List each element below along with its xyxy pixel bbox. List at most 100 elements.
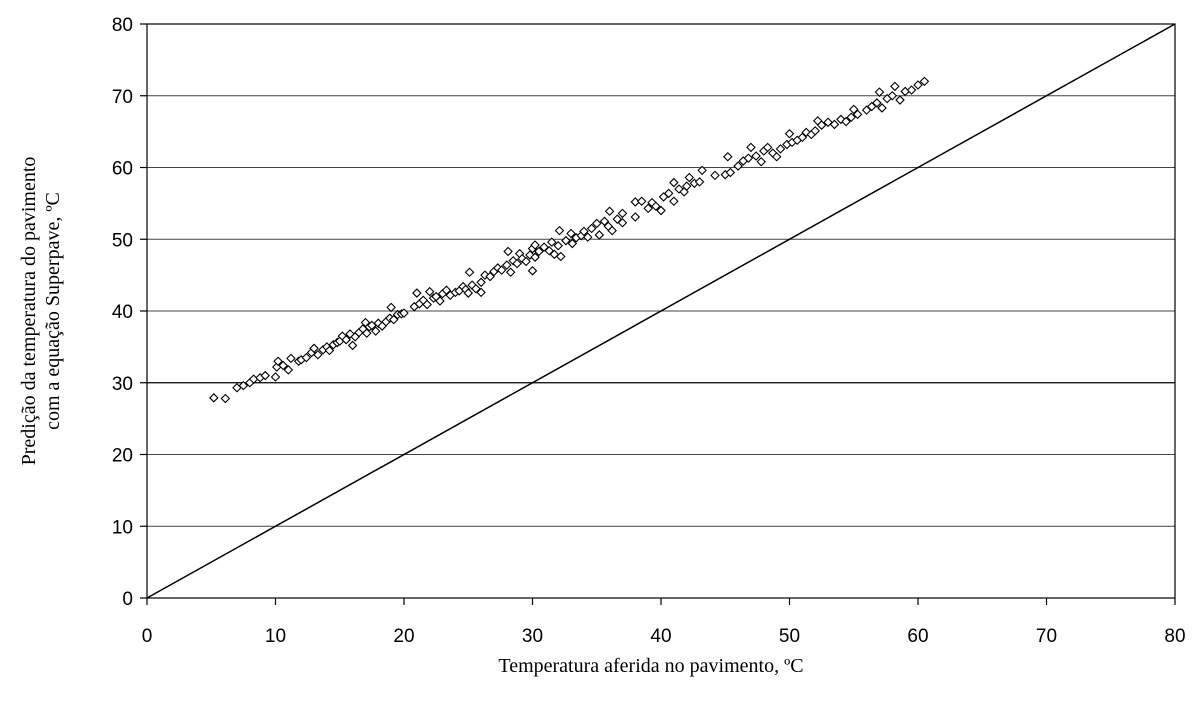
data-point-3 bbox=[238, 380, 249, 391]
y-tick-label-2: 20 bbox=[112, 446, 133, 467]
gridlines bbox=[147, 95, 1175, 527]
data-point-121 bbox=[669, 177, 679, 188]
data-point-102 bbox=[586, 223, 597, 234]
data-point-8 bbox=[270, 372, 281, 382]
data-point-101 bbox=[582, 232, 593, 242]
data-point-81 bbox=[521, 256, 531, 267]
data-point-152 bbox=[810, 126, 820, 136]
data-point-122 bbox=[669, 196, 679, 207]
data-point-170 bbox=[895, 95, 905, 105]
x-tick-label-3: 30 bbox=[522, 626, 543, 647]
data-point-154 bbox=[816, 120, 827, 130]
data-point-133 bbox=[725, 167, 736, 178]
data-point-144 bbox=[775, 144, 786, 154]
data-point-0 bbox=[209, 393, 219, 403]
data-point-159 bbox=[846, 112, 856, 123]
data-point-92 bbox=[553, 240, 563, 251]
data-point-94 bbox=[555, 251, 566, 262]
data-point-105 bbox=[599, 216, 610, 227]
data-point-18 bbox=[309, 343, 319, 354]
data-point-34 bbox=[361, 328, 372, 339]
data-point-55 bbox=[435, 296, 445, 306]
data-point-57 bbox=[441, 285, 452, 295]
reference-line-group bbox=[146, 23, 1176, 599]
data-point-43 bbox=[388, 314, 399, 325]
data-point-166 bbox=[877, 103, 887, 113]
data-point-126 bbox=[684, 172, 695, 183]
data-point-114 bbox=[636, 196, 647, 207]
data-point-11 bbox=[278, 360, 288, 371]
x-tick-label-7: 70 bbox=[1036, 626, 1057, 647]
data-point-63 bbox=[463, 288, 474, 298]
data-point-75 bbox=[503, 246, 513, 257]
data-point-27 bbox=[341, 334, 351, 345]
data-point-168 bbox=[887, 90, 898, 101]
y-axis-title-line-0: Predição da temperatura do pavimento bbox=[18, 157, 40, 466]
data-point-93 bbox=[554, 225, 565, 236]
data-point-19 bbox=[313, 349, 323, 360]
data-point-139 bbox=[756, 156, 767, 167]
data-point-13 bbox=[286, 353, 296, 364]
data-point-120 bbox=[663, 188, 674, 199]
data-points bbox=[209, 76, 930, 404]
y-tick-label-3: 30 bbox=[112, 374, 133, 395]
data-point-112 bbox=[630, 212, 641, 222]
data-point-96 bbox=[566, 228, 576, 239]
data-point-76 bbox=[505, 267, 516, 278]
data-point-125 bbox=[681, 181, 692, 191]
x-tick-label-4: 40 bbox=[650, 626, 671, 647]
data-point-29 bbox=[347, 340, 358, 351]
data-point-90 bbox=[546, 237, 557, 247]
data-point-164 bbox=[872, 98, 882, 108]
data-point-74 bbox=[502, 260, 512, 270]
data-point-107 bbox=[604, 206, 615, 217]
x-tick-label-5: 50 bbox=[779, 626, 800, 647]
data-point-52 bbox=[424, 286, 435, 297]
reference-line bbox=[146, 23, 1176, 599]
data-point-78 bbox=[512, 258, 522, 269]
y-tick-label-4: 40 bbox=[112, 302, 133, 323]
data-point-22 bbox=[324, 345, 335, 356]
y-tick-label-1: 10 bbox=[112, 517, 133, 538]
data-point-70 bbox=[485, 271, 495, 282]
data-point-12 bbox=[283, 365, 294, 375]
data-point-1 bbox=[220, 393, 231, 404]
y-tick-label-5: 50 bbox=[112, 230, 133, 251]
y-tick-label-7: 70 bbox=[112, 87, 133, 108]
data-point-118 bbox=[656, 205, 666, 216]
data-point-134 bbox=[733, 161, 743, 171]
data-point-95 bbox=[561, 235, 571, 246]
data-point-156 bbox=[829, 119, 840, 130]
data-point-37 bbox=[370, 326, 381, 336]
data-point-173 bbox=[913, 80, 923, 90]
data-point-128 bbox=[694, 177, 705, 187]
data-point-67 bbox=[476, 277, 486, 288]
data-point-46 bbox=[399, 308, 409, 318]
data-point-138 bbox=[751, 151, 761, 161]
x-axis-title: Temperatura aferida no pavimento, ºC bbox=[498, 655, 803, 677]
data-point-129 bbox=[697, 165, 707, 176]
data-point-143 bbox=[771, 151, 782, 162]
data-point-97 bbox=[567, 238, 578, 249]
data-point-86 bbox=[530, 240, 540, 250]
data-point-165 bbox=[874, 87, 885, 97]
data-point-117 bbox=[651, 201, 661, 212]
x-tick-label-2: 20 bbox=[393, 626, 414, 647]
data-point-84 bbox=[527, 266, 538, 276]
y-tick-label-8: 80 bbox=[112, 15, 133, 36]
data-point-85 bbox=[530, 252, 540, 262]
data-point-172 bbox=[906, 85, 917, 95]
y-axis-title: Predição da temperatura do pavimento com … bbox=[18, 157, 64, 466]
x-axis-ticks: 0 10 20 30 40 50 60 70 80 bbox=[142, 598, 1186, 647]
data-point-171 bbox=[900, 86, 910, 97]
x-tick-label-8: 80 bbox=[1164, 626, 1185, 647]
data-point-141 bbox=[762, 142, 773, 153]
data-point-130 bbox=[710, 170, 720, 181]
data-point-7 bbox=[260, 370, 270, 381]
y-tick-label-6: 60 bbox=[112, 159, 133, 180]
data-point-161 bbox=[852, 109, 863, 120]
data-point-48 bbox=[412, 288, 422, 298]
y-axis-title-line-1: com a equação Superpave, ºC bbox=[42, 192, 64, 430]
data-point-137 bbox=[746, 142, 756, 153]
